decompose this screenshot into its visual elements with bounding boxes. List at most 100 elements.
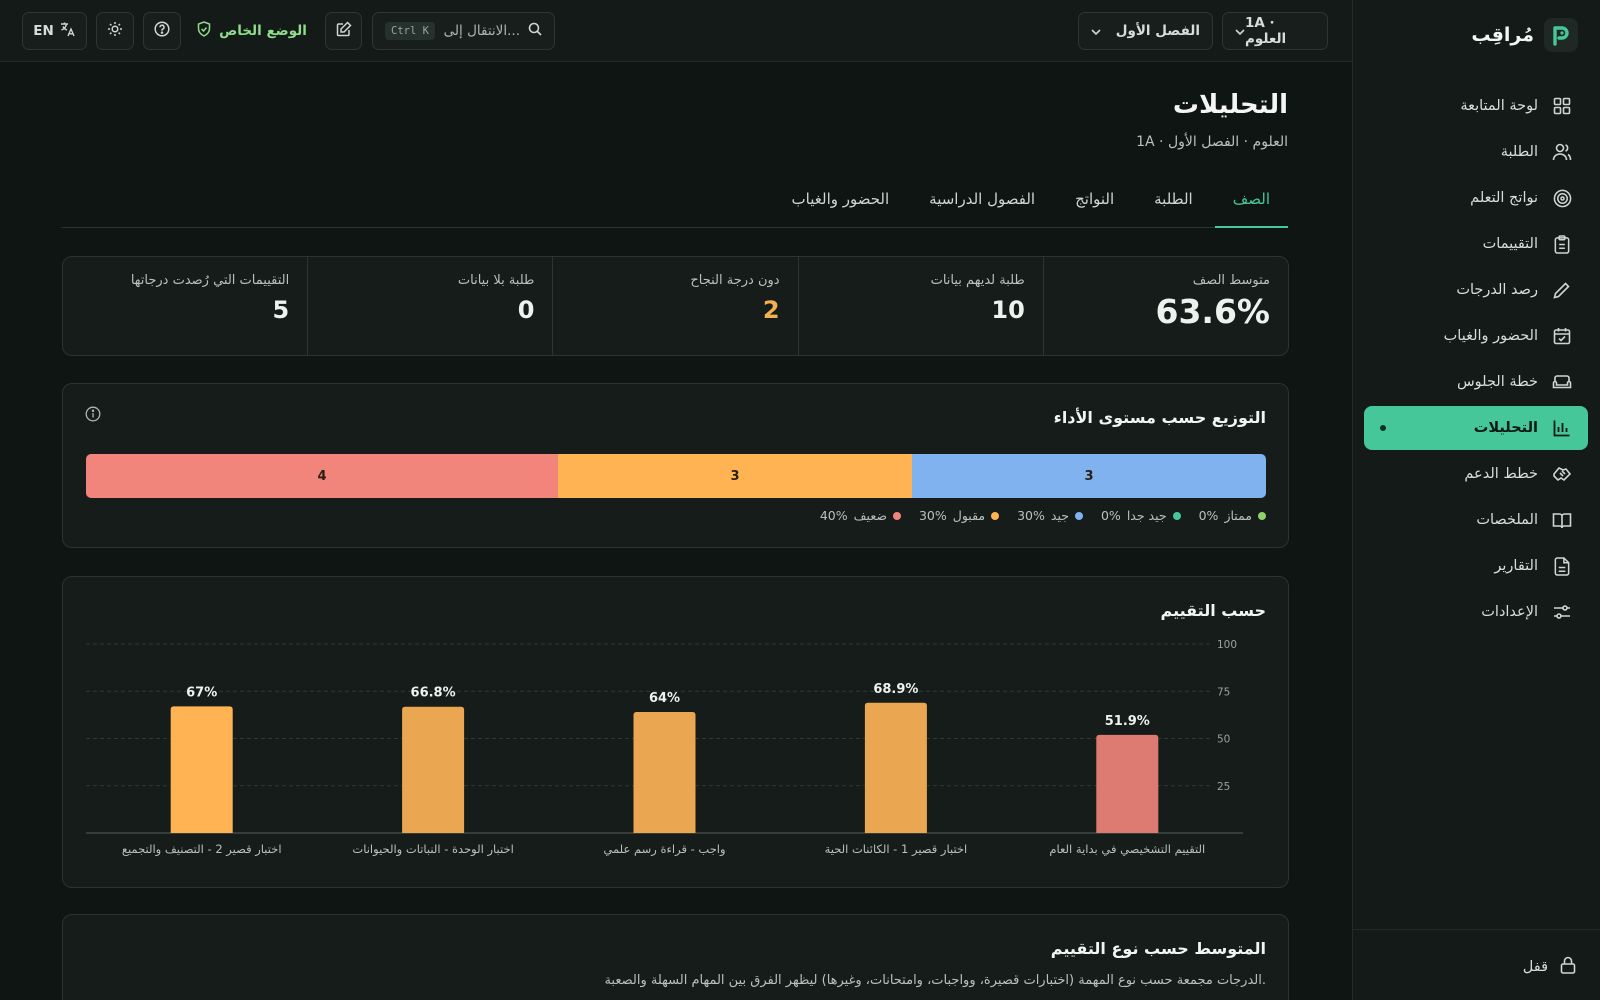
by-type-card: المتوسط حسب نوع التقييم الدرجات مجمعة حس… [62,914,1289,1000]
active-indicator-dot [1380,425,1386,431]
sidebar-item-outcomes[interactable]: نواتج التعلم [1364,176,1588,220]
chevron-down-icon [1235,23,1245,39]
tab-class[interactable]: الصف [1214,180,1288,228]
sliders-icon [1552,602,1572,622]
stat-label: طلبة لديهم بيانات [930,273,1025,288]
x-tick-label: اختبار قصير 1 - الكائنات الحية [825,842,968,857]
sidebar-item-label: التقارير [1494,558,1538,574]
bar [864,702,927,833]
theme-toggle-button[interactable] [96,12,134,50]
lock-button[interactable]: قفل [1523,956,1576,978]
calendar-check-icon [1552,326,1572,346]
page-title: التحليلات [1172,90,1288,120]
bar [633,712,696,833]
stat-label: طلبة بلا بيانات [457,273,535,288]
legend-item: جيد جدا 0% [1101,508,1181,523]
bar-chart-icon [1552,418,1572,438]
info-icon[interactable] [85,406,101,426]
bar-value-label: 51.9% [1105,714,1150,729]
language-toggle[interactable]: EN [22,12,87,50]
sidebar-item-dashboard[interactable]: لوحة المتابعة [1364,84,1588,128]
sidebar-item-label: رصد الدرجات [1456,282,1538,298]
tab-attendance[interactable]: الحضور والغياب [791,190,890,208]
term-select-value: الفصل الأول [1115,23,1200,39]
legend-item: ممتاز 0% [1199,508,1266,523]
x-tick-label: واجب - قراءة رسم علمي [603,842,725,857]
language-label: EN [33,23,54,39]
x-tick-label: اختبار قصير 2 - التصنيف والتجميع [122,842,282,857]
tab-outcomes[interactable]: النواتج [1075,190,1115,208]
sidebar-item-assessments[interactable]: التقييمات [1364,222,1588,266]
sidebar-item-analytics[interactable]: التحليلات [1364,406,1588,450]
distribution-title: التوزيع حسب مستوى الأداء [1053,408,1266,427]
by-type-description: الدرجات مجمعة حسب نوع المهمة (اختبارات ق… [604,973,1266,988]
topbar: 1A · العلوم الفصل الأول الانتقال إلى... … [0,0,1352,62]
class-select-value: 1A · العلوم [1245,15,1287,47]
legend-percent: 30% [1017,508,1045,523]
sidebar-item-support-plans[interactable]: خطط الدعم [1364,452,1588,496]
privacy-mode-label: الوضع الخاص [219,23,307,39]
stat-students-with-data: طلبة لديهم بيانات 10 [797,257,1043,355]
bar [170,706,233,833]
bar-value-label: 64% [649,691,680,706]
sidebar-item-label: الحضور والغياب [1443,328,1538,344]
class-select[interactable]: 1A · العلوم [1222,12,1328,50]
sidebar-item-label: الملخصات [1476,512,1538,528]
sidebar-item-label: نواتج التعلم [1470,190,1538,206]
stat-value: 0 [517,296,535,324]
by-assessment-card: حسب التقييم 25 50 75 100 51.9% التقييم التشخي… [62,576,1289,888]
legend-swatch [1258,511,1266,520]
dashboard-icon [1552,96,1572,116]
pencil-icon [1552,280,1572,300]
legend-name: مقبول [952,508,986,523]
legend-percent: 0% [1100,508,1121,523]
distribution-segment: 3 [558,454,912,498]
stat-label: التقييمات التي رُصدت درجاتها [130,273,290,288]
search-icon [528,22,542,40]
stat-class-average: متوسط الصف 63.6% [1042,257,1288,355]
tab-terms[interactable]: الفصول الدراسية [929,190,1036,208]
sidebar-item-label: الطلبة [1500,144,1538,160]
legend-swatch [1172,511,1181,520]
book-icon [1552,510,1572,530]
legend-swatch [1074,511,1083,520]
sidebar-item-grading[interactable]: رصد الدرجات [1364,268,1588,312]
by-assessment-title: حسب التقييم [1160,601,1266,620]
stat-students-without-data: طلبة بلا بيانات 0 [307,257,552,355]
legend-percent: 30% [918,508,947,523]
help-button[interactable] [143,12,181,50]
brand-name: مُراقِب [1471,24,1534,46]
clipboard-icon [1552,234,1572,254]
shield-check-icon [197,21,211,41]
x-tick-label: اختبار الوحدة - النباتات والحيوانات [352,842,513,857]
distribution-legend: ممتاز 0% جيد جدا 0% جيد 30% مقبول 30% ضعيف 40% [820,508,1266,523]
sidebar-item-seating[interactable]: خطة الجلوس [1364,360,1588,404]
brand[interactable]: مُراقِب [1471,17,1578,53]
tab-students[interactable]: الطلبة [1154,190,1193,208]
sidebar-item-students[interactable]: الطلبة [1364,130,1588,174]
legend-item: جيد 30% [1017,508,1083,523]
sidebar: مُراقِب لوحة المتابعة الطلبة نواتج التعل… [1352,0,1600,1000]
search-input[interactable]: الانتقال إلى... Ctrl K [372,12,555,50]
term-select[interactable]: الفصل الأول [1078,12,1213,50]
sidebar-item-settings[interactable]: الإعدادات [1364,590,1588,634]
bar [1096,734,1159,833]
sidebar-item-label: خطة الجلوس [1456,374,1538,390]
privacy-mode-toggle[interactable]: الوضع الخاص [196,12,308,50]
sidebar-item-summaries[interactable]: الملخصات [1364,498,1588,542]
sidebar-item-label: التحليلات [1473,420,1538,436]
stat-label: دون درجة النجاح [690,273,780,288]
search-shortcut: Ctrl K [385,22,435,40]
notes-button[interactable] [325,12,362,50]
stat-label: متوسط الصف [1192,273,1270,288]
stat-value: 2 [762,296,780,324]
lock-label: قفل [1522,959,1548,975]
distribution-segment: 3 [912,454,1266,498]
sidebar-item-attendance[interactable]: الحضور والغياب [1364,314,1588,358]
legend-item: مقبول 30% [918,508,1000,523]
sidebar-item-reports[interactable]: التقارير [1364,544,1588,588]
stat-value: 10 [991,296,1025,324]
sofa-icon [1552,372,1572,392]
